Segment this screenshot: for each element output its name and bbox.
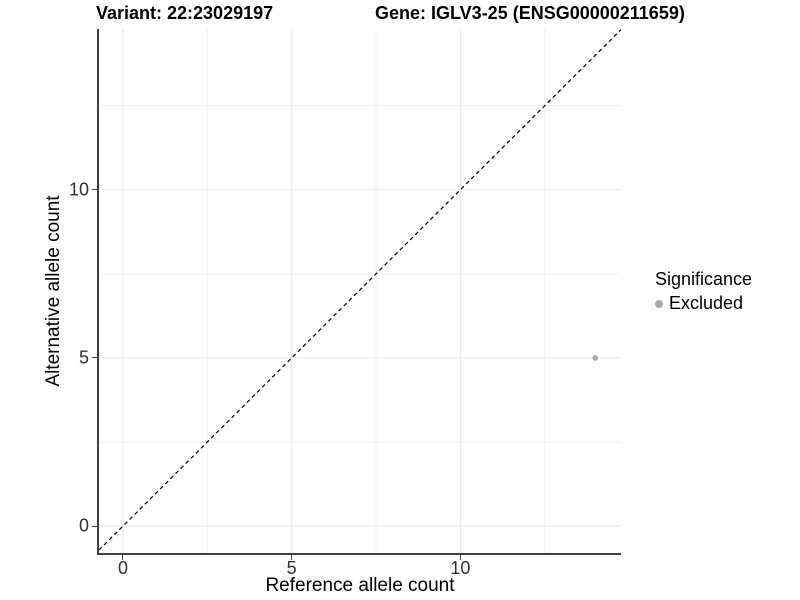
identity-line: [99, 29, 621, 551]
data-point: [592, 355, 599, 361]
legend-item-excluded: Excluded: [655, 293, 752, 314]
y-axis-title: Alternative allele count: [43, 195, 64, 387]
plot-title-gene: Gene: IGLV3-25 (ENSG00000211659): [375, 3, 685, 23]
x-tick-mark: [291, 555, 293, 560]
legend: Significance Excluded: [655, 269, 752, 314]
x-tick-label: 10: [450, 558, 471, 578]
y-tick-label: 10: [68, 179, 89, 200]
plot-title-variant: Variant: 22:23029197: [96, 3, 274, 23]
legend-key-dot-icon: [655, 299, 663, 308]
plot-panel: [97, 29, 621, 555]
legend-item-label: Excluded: [669, 293, 744, 313]
x-tick-mark: [122, 555, 124, 560]
x-tick-label: 5: [286, 558, 297, 578]
legend-title: Significance: [655, 269, 753, 289]
plot-canvas: [99, 29, 621, 553]
x-axis-title: Reference allele count: [265, 575, 455, 596]
y-tick-mark: [92, 189, 97, 191]
y-tick-mark: [92, 357, 97, 359]
x-tick-mark: [459, 555, 461, 560]
x-tick-label: 0: [117, 558, 128, 578]
y-tick-label: 5: [78, 347, 89, 368]
y-tick-label: 0: [78, 515, 89, 536]
y-tick-mark: [92, 525, 97, 527]
